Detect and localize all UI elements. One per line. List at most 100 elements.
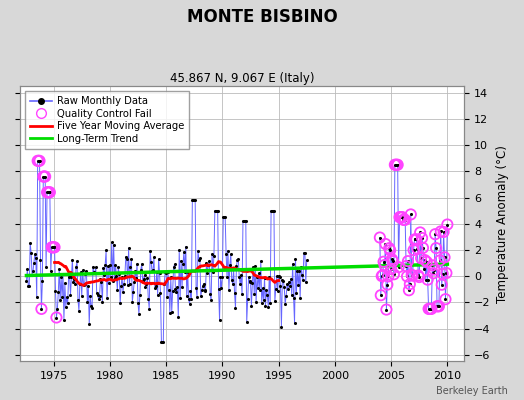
Point <box>124 245 133 251</box>
Point <box>395 214 403 220</box>
Point <box>49 244 58 250</box>
Point <box>255 270 263 277</box>
Point <box>419 245 427 251</box>
Point <box>277 323 286 330</box>
Point <box>438 282 446 288</box>
Point <box>91 270 99 276</box>
Point <box>93 290 101 296</box>
Point <box>114 264 123 270</box>
Point <box>213 208 221 214</box>
Point <box>377 273 386 279</box>
Point <box>409 272 417 279</box>
Point <box>133 260 141 267</box>
Point <box>436 228 445 235</box>
Point <box>137 261 146 267</box>
Point <box>98 299 106 306</box>
Point <box>246 278 255 284</box>
Point <box>231 305 239 311</box>
Point <box>406 281 414 287</box>
Point <box>183 268 192 275</box>
Point <box>378 272 387 278</box>
Point <box>257 258 265 264</box>
Point <box>434 303 442 310</box>
Point <box>61 280 69 287</box>
Point <box>102 247 110 254</box>
Point <box>160 280 168 287</box>
Point <box>50 244 59 250</box>
Point <box>425 306 434 312</box>
Point <box>43 189 51 196</box>
Point <box>258 285 267 292</box>
Point <box>403 273 411 280</box>
Point <box>442 270 451 276</box>
Point <box>428 262 436 268</box>
Point <box>402 263 410 269</box>
Point <box>434 303 442 310</box>
Point <box>275 273 283 279</box>
Point <box>253 274 261 280</box>
Point <box>287 276 295 282</box>
Point <box>431 231 439 237</box>
Point <box>34 158 42 164</box>
Point <box>41 173 49 180</box>
Point <box>254 285 262 292</box>
Point <box>391 162 400 168</box>
Point <box>118 274 126 280</box>
Point <box>50 244 59 250</box>
Point <box>88 304 96 311</box>
Point <box>158 338 167 345</box>
Point <box>241 218 249 224</box>
Point <box>31 255 40 262</box>
Point <box>416 229 424 236</box>
Point <box>428 262 436 268</box>
Point <box>299 276 307 283</box>
Point <box>41 173 49 180</box>
Point <box>218 274 226 280</box>
Point <box>385 245 394 251</box>
Point <box>415 274 423 280</box>
Point <box>268 208 276 214</box>
Point <box>108 278 117 284</box>
Title: 45.867 N, 9.067 E (Italy): 45.867 N, 9.067 E (Italy) <box>170 72 314 85</box>
Point <box>127 256 136 262</box>
Point <box>391 162 400 168</box>
Point <box>219 214 227 220</box>
Point <box>233 257 242 263</box>
Point <box>97 279 106 285</box>
Point <box>282 293 290 300</box>
Point <box>252 299 260 306</box>
Point <box>417 255 425 262</box>
Point <box>77 269 85 275</box>
Point <box>35 158 43 164</box>
Point <box>432 245 440 251</box>
Point <box>260 275 269 281</box>
Point <box>217 284 226 291</box>
Point <box>302 257 311 264</box>
Point <box>111 275 119 281</box>
Point <box>173 284 181 290</box>
Point <box>404 258 412 264</box>
Point <box>139 276 148 282</box>
Point <box>239 218 248 224</box>
Point <box>243 319 251 325</box>
Point <box>36 256 45 263</box>
Point <box>379 258 388 265</box>
Point <box>189 197 198 203</box>
Point <box>422 258 431 265</box>
Point <box>221 214 230 220</box>
Point <box>433 303 441 310</box>
Point <box>30 260 38 266</box>
Point <box>188 197 196 203</box>
Point <box>391 162 399 168</box>
Point <box>225 286 233 293</box>
Point <box>430 266 439 273</box>
Point <box>121 273 129 279</box>
Point <box>213 208 222 214</box>
Point <box>195 256 203 263</box>
Point <box>394 162 402 168</box>
Point <box>57 274 66 280</box>
Point <box>131 268 139 274</box>
Point <box>237 272 245 278</box>
Point <box>192 284 200 291</box>
Point <box>390 271 398 278</box>
